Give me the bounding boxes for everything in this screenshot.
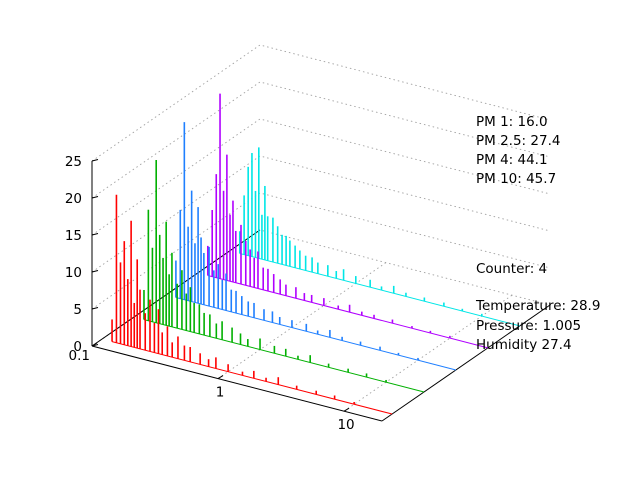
x-gridline <box>217 262 387 379</box>
series-baseline <box>175 297 457 371</box>
series-3 <box>175 122 457 371</box>
chart-series <box>111 93 520 415</box>
annotation-pm10: PM 10: 45.7 <box>476 171 556 187</box>
z-gridline <box>91 192 551 310</box>
x-tick-mark <box>91 342 98 347</box>
series-baseline <box>207 275 488 349</box>
z-tick-mark <box>91 307 99 310</box>
z-tick-label: 10 <box>65 265 82 281</box>
z-tick-label: 25 <box>65 154 82 170</box>
x-tick-label: 10 <box>337 417 354 433</box>
z-tick-mark <box>91 233 99 236</box>
annotation-pressure: Pressure: 1.005 <box>476 318 581 334</box>
annotation-pm25: PM 2.5: 27.4 <box>476 133 560 149</box>
annotation-humidity: Humidity 27.4 <box>476 337 572 353</box>
axis-ticks: 0 5 10 15 20 25 0.1 1 10 <box>65 154 355 433</box>
series-baseline <box>143 319 425 393</box>
series-5 <box>238 147 520 327</box>
x-tick-mark <box>217 375 224 380</box>
z-tick-mark <box>91 159 99 162</box>
z-tick-label: 0 <box>73 339 82 355</box>
annotation-temperature: Temperature: 28.9 <box>475 298 600 314</box>
x-tick-mark <box>343 407 350 412</box>
annotation-counter: Counter: 4 <box>476 261 547 277</box>
z-tick-label: 15 <box>65 228 82 244</box>
chart-grid <box>91 44 551 412</box>
z-gridline <box>91 118 551 236</box>
z-tick-mark <box>91 196 99 199</box>
chart-frame <box>91 161 551 422</box>
x-tick-label: 0.1 <box>69 348 90 364</box>
series-2 <box>143 159 425 393</box>
axis-line <box>381 304 551 422</box>
z-tick-mark <box>91 270 99 273</box>
series-baseline <box>111 341 393 415</box>
annotation-pm4: PM 4: 44.1 <box>476 152 548 168</box>
axis-line <box>91 345 383 422</box>
series-1 <box>111 194 393 415</box>
series-4 <box>207 93 488 349</box>
z-tick-label: 20 <box>65 191 82 207</box>
annotation-pm1: PM 1: 16.0 <box>476 114 548 130</box>
series-baseline <box>239 252 520 327</box>
x-tick-label: 1 <box>216 385 225 401</box>
z-gridline <box>91 44 551 162</box>
z-gridline <box>91 81 551 199</box>
z-tick-label: 5 <box>73 302 82 318</box>
